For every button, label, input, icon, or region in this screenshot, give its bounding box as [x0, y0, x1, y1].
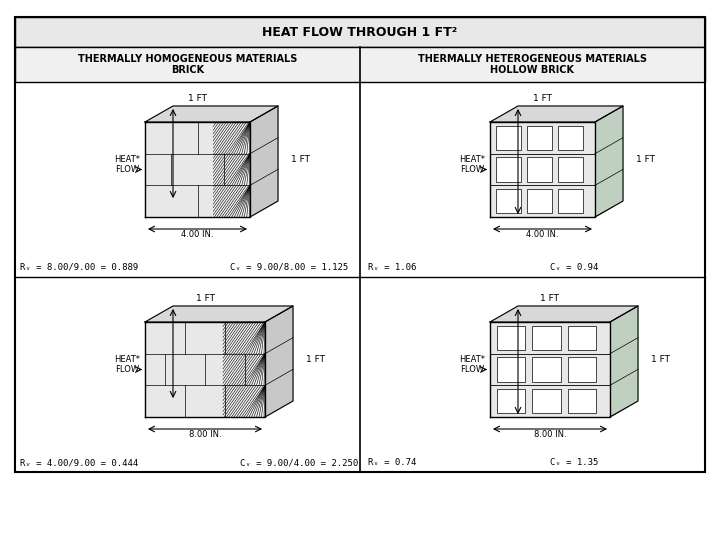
Bar: [532, 326, 561, 350]
Text: HEAT*
FLOW: HEAT* FLOW: [459, 355, 485, 374]
Bar: [213, 122, 250, 154]
Bar: [496, 126, 521, 150]
Bar: [223, 386, 265, 417]
Text: Rᵥ = 0.74: Rᵥ = 0.74: [368, 458, 416, 467]
Polygon shape: [490, 306, 638, 322]
Bar: [496, 189, 521, 213]
Polygon shape: [490, 106, 623, 122]
Text: HEAT*
FLOW: HEAT* FLOW: [459, 155, 485, 174]
Bar: [532, 389, 561, 413]
Bar: [498, 389, 526, 413]
Polygon shape: [610, 306, 638, 417]
Text: 1 FT: 1 FT: [196, 294, 215, 303]
Text: THERMALLY HOMOGENEOUS MATERIALS
BRICK: THERMALLY HOMOGENEOUS MATERIALS BRICK: [78, 53, 297, 75]
Bar: [223, 322, 265, 354]
Bar: [567, 326, 595, 350]
Text: 1 FT: 1 FT: [651, 354, 670, 363]
Text: Rᵥ = 1.06: Rᵥ = 1.06: [368, 263, 416, 272]
Bar: [498, 326, 526, 350]
Text: 1 FT: 1 FT: [291, 154, 310, 164]
Bar: [213, 185, 250, 217]
Polygon shape: [145, 306, 293, 322]
Text: HEAT*
FLOW: HEAT* FLOW: [114, 355, 140, 374]
Text: 8.00 IN.: 8.00 IN.: [534, 430, 567, 439]
Bar: [558, 126, 582, 150]
Polygon shape: [145, 322, 265, 417]
Text: Thermal Conductivity of Brick Masonry Walls: Thermal Conductivity of Brick Masonry Wa…: [135, 21, 585, 39]
Bar: [15, 47, 705, 82]
Text: 1 FT: 1 FT: [533, 94, 552, 103]
Text: 1 FT: 1 FT: [636, 154, 655, 164]
Polygon shape: [595, 106, 623, 217]
Text: 4.00 IN.: 4.00 IN.: [181, 230, 214, 239]
Bar: [527, 126, 552, 150]
Polygon shape: [490, 322, 610, 417]
Bar: [567, 357, 595, 382]
Text: 8.00 IN.: 8.00 IN.: [189, 430, 221, 439]
Bar: [223, 354, 265, 386]
Text: Cᵥ = 9.00/4.00 = 2.250: Cᵥ = 9.00/4.00 = 2.250: [240, 458, 359, 467]
Text: 1 FT: 1 FT: [188, 94, 207, 103]
Text: Cᵥ = 1.35: Cᵥ = 1.35: [550, 458, 598, 467]
Bar: [527, 158, 552, 181]
Bar: [532, 357, 561, 382]
Bar: [558, 189, 582, 213]
Bar: [567, 389, 595, 413]
Polygon shape: [250, 106, 278, 217]
Text: 1 FT: 1 FT: [541, 294, 559, 303]
Text: Rᵥ = 8.00/9.00 = 0.889: Rᵥ = 8.00/9.00 = 0.889: [20, 263, 138, 272]
Bar: [498, 357, 526, 382]
Text: 4.00 IN.: 4.00 IN.: [526, 230, 559, 239]
Polygon shape: [265, 306, 293, 417]
Bar: [15, 17, 705, 472]
Bar: [15, 17, 705, 47]
Polygon shape: [145, 106, 278, 122]
Bar: [558, 158, 582, 181]
Text: HEAT FLOW THROUGH 1 FT²: HEAT FLOW THROUGH 1 FT²: [262, 25, 458, 38]
Text: 1 FT: 1 FT: [306, 354, 325, 363]
Text: Cᵥ = 0.94: Cᵥ = 0.94: [550, 263, 598, 272]
Text: HEAT*
FLOW: HEAT* FLOW: [114, 155, 140, 174]
Bar: [496, 158, 521, 181]
Text: Cᵥ = 9.00/8.00 = 1.125: Cᵥ = 9.00/8.00 = 1.125: [230, 263, 348, 272]
Bar: [213, 154, 250, 185]
Text: Rᵥ = 4.00/9.00 = 0.444: Rᵥ = 4.00/9.00 = 0.444: [20, 458, 138, 467]
Bar: [527, 189, 552, 213]
Polygon shape: [490, 122, 595, 217]
Polygon shape: [145, 122, 250, 217]
Text: THERMALLY HETEROGENEOUS MATERIALS
HOLLOW BRICK: THERMALLY HETEROGENEOUS MATERIALS HOLLOW…: [418, 53, 647, 75]
